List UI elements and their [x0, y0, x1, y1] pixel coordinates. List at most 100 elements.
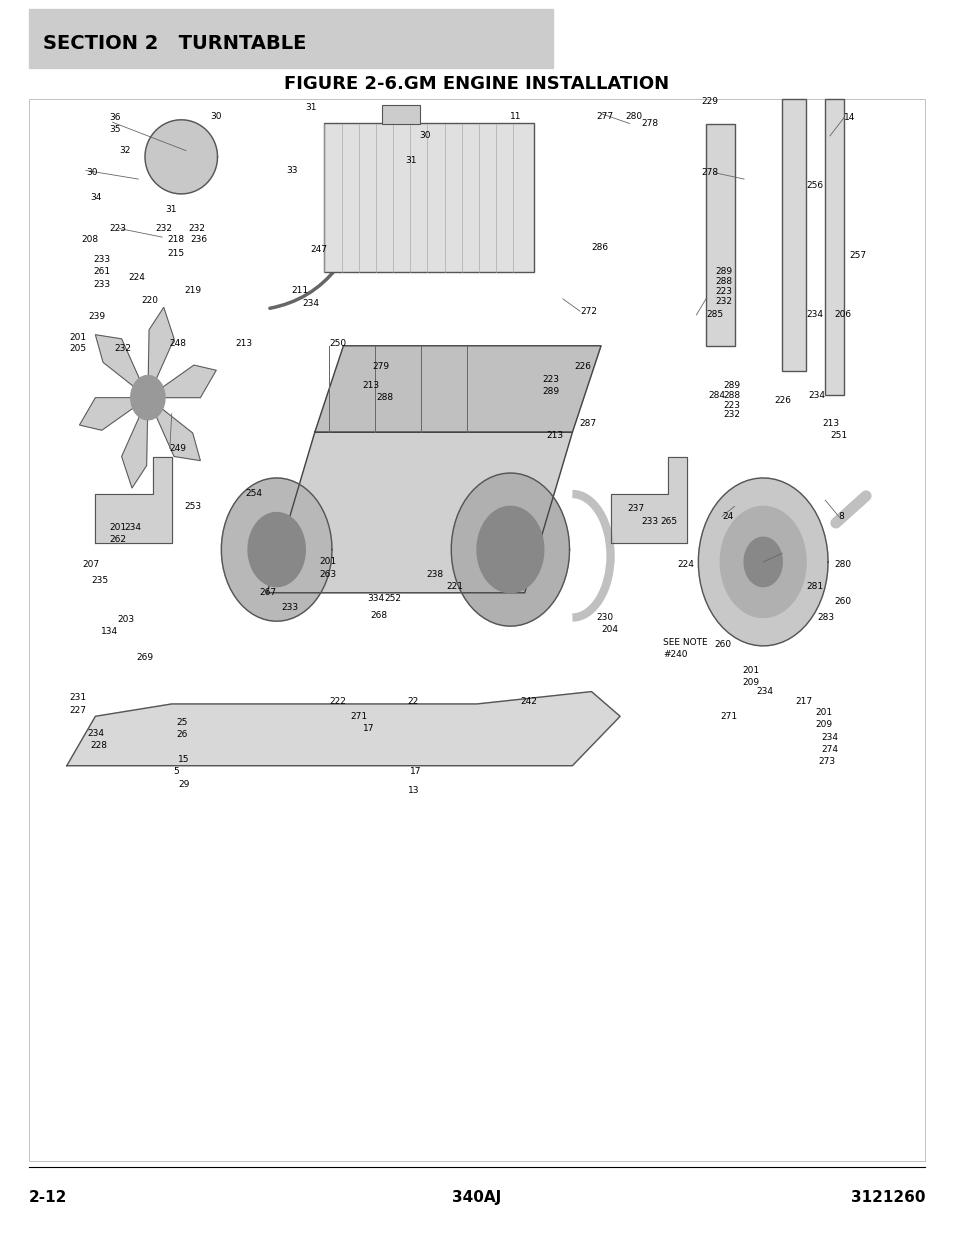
Text: 15: 15 [178, 755, 190, 764]
Text: 285: 285 [705, 310, 722, 320]
Text: 217: 217 [795, 697, 812, 706]
Polygon shape [314, 346, 600, 432]
Text: 268: 268 [370, 610, 387, 620]
Text: 35: 35 [110, 125, 121, 135]
Text: 257: 257 [848, 251, 865, 261]
Text: 207: 207 [82, 559, 99, 569]
Polygon shape [95, 457, 172, 543]
Text: 223: 223 [541, 374, 558, 384]
Text: 134: 134 [101, 626, 118, 636]
Text: 279: 279 [372, 362, 389, 372]
FancyBboxPatch shape [29, 9, 553, 68]
Text: 17: 17 [362, 724, 374, 734]
Text: 218: 218 [167, 235, 184, 245]
Text: 11: 11 [510, 111, 521, 121]
Text: 203: 203 [117, 615, 134, 625]
Text: 215: 215 [167, 248, 184, 258]
Text: 206: 206 [834, 310, 851, 320]
Polygon shape [267, 432, 572, 593]
Text: 220: 220 [141, 295, 158, 305]
Text: 219: 219 [184, 285, 201, 295]
Text: 22: 22 [407, 697, 418, 706]
Text: 224: 224 [129, 273, 146, 283]
Text: 273: 273 [818, 757, 835, 767]
Text: 31: 31 [165, 205, 176, 215]
Text: 205: 205 [70, 343, 87, 353]
Text: 261: 261 [93, 267, 111, 277]
Text: 229: 229 [700, 96, 718, 106]
Text: 231: 231 [70, 693, 87, 703]
Text: 209: 209 [741, 678, 759, 688]
Text: 213: 213 [821, 419, 839, 429]
Text: 36: 36 [110, 112, 121, 122]
Polygon shape [221, 478, 332, 621]
Text: 238: 238 [426, 569, 443, 579]
Text: 209: 209 [815, 720, 832, 730]
Text: 278: 278 [700, 168, 718, 178]
Text: 289: 289 [715, 267, 732, 277]
Text: 201: 201 [319, 557, 336, 567]
FancyArrowPatch shape [835, 496, 865, 522]
Text: 221: 221 [446, 582, 463, 592]
Text: 234: 234 [88, 729, 105, 739]
Text: 287: 287 [578, 419, 596, 429]
Text: 288: 288 [376, 393, 394, 403]
Text: 204: 204 [600, 625, 618, 635]
Polygon shape [145, 120, 217, 194]
Text: 30: 30 [419, 131, 431, 141]
Text: 237: 237 [627, 504, 644, 514]
Text: 278: 278 [640, 119, 658, 128]
Text: 236: 236 [191, 235, 208, 245]
Text: 267: 267 [259, 588, 276, 598]
Polygon shape [451, 473, 569, 626]
Text: 281: 281 [805, 582, 822, 592]
Polygon shape [148, 366, 216, 398]
Text: 288: 288 [715, 277, 732, 287]
Text: 213: 213 [546, 431, 563, 441]
Text: 25: 25 [176, 718, 188, 727]
Text: 232: 232 [114, 343, 132, 353]
Bar [824, 99, 843, 395]
Text: 232: 232 [715, 296, 732, 306]
Text: 223: 223 [722, 400, 740, 410]
Polygon shape [148, 398, 200, 461]
Text: 201: 201 [815, 708, 832, 718]
Text: 234: 234 [302, 299, 319, 309]
Text: 228: 228 [91, 741, 108, 751]
Text: 280: 280 [624, 111, 641, 121]
Text: 2-12: 2-12 [29, 1191, 67, 1205]
Text: 271: 271 [720, 711, 737, 721]
Text: 253: 253 [184, 501, 201, 511]
Text: 208: 208 [81, 235, 98, 245]
Text: 233: 233 [93, 254, 111, 264]
Text: 30: 30 [210, 111, 221, 121]
Text: 223: 223 [110, 224, 127, 233]
Text: 280: 280 [834, 559, 851, 569]
Text: 26: 26 [176, 730, 188, 740]
Text: 234: 234 [807, 390, 824, 400]
Bar [324, 124, 534, 272]
Text: 234: 234 [805, 310, 822, 320]
Polygon shape [743, 537, 781, 587]
Text: 272: 272 [579, 306, 597, 316]
Text: 256: 256 [805, 180, 822, 190]
Text: 271: 271 [350, 711, 367, 721]
Text: 233: 233 [640, 516, 658, 526]
Polygon shape [248, 513, 305, 587]
Text: 234: 234 [124, 522, 141, 532]
Text: 263: 263 [319, 569, 336, 579]
Bar [781, 99, 805, 370]
Text: 223: 223 [715, 287, 732, 296]
Text: #240: #240 [662, 650, 687, 659]
Text: 233: 233 [93, 279, 111, 289]
Text: 262: 262 [110, 535, 127, 545]
Text: 24: 24 [721, 511, 733, 521]
Text: 14: 14 [843, 112, 855, 122]
Text: 235: 235 [91, 576, 109, 585]
Text: 242: 242 [519, 697, 537, 706]
Text: 227: 227 [70, 705, 87, 715]
Text: 248: 248 [170, 338, 187, 348]
Text: 249: 249 [170, 443, 187, 453]
Text: 3121260: 3121260 [850, 1191, 924, 1205]
Text: 30: 30 [86, 168, 97, 178]
